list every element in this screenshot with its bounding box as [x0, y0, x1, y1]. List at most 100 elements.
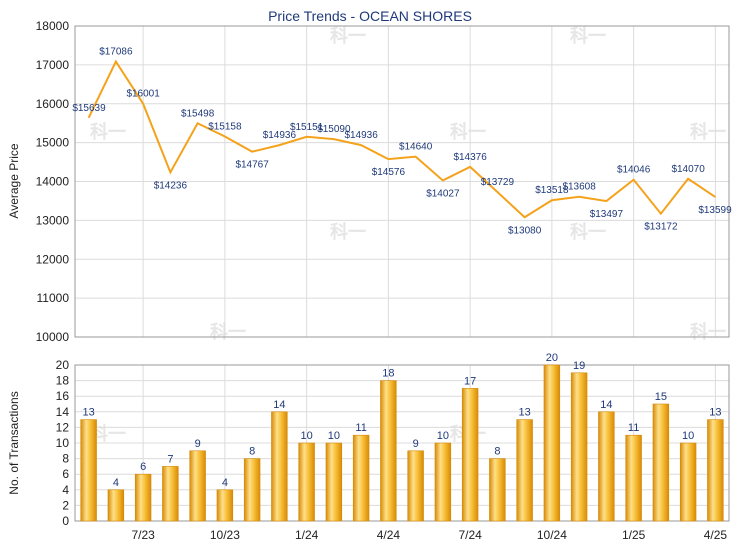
transaction-bar — [107, 489, 125, 522]
transactions-y-tick-label: 12 — [56, 420, 70, 434]
price-line-series — [87, 59, 716, 219]
transactions-y-tick-label: 8 — [62, 452, 69, 466]
transaction-bar — [543, 364, 561, 522]
price-point-label: $15158 — [208, 121, 242, 132]
price-point-label: $14376 — [453, 152, 487, 163]
price-point-label: $14936 — [263, 130, 297, 141]
price-point-label: $15090 — [317, 124, 351, 135]
transaction-bar — [189, 450, 206, 522]
x-tick-label: 7/23 — [131, 528, 155, 542]
transactions-y-tick-label: 2 — [62, 498, 69, 512]
x-tick-label: 1/24 — [295, 528, 319, 542]
transaction-bar-label: 4 — [222, 477, 228, 489]
price-y-tick-label: 10000 — [36, 330, 70, 344]
transaction-bar-label: 17 — [464, 375, 476, 387]
price-point-label: $14236 — [154, 180, 188, 191]
transaction-bar — [243, 458, 261, 522]
transaction-bar — [380, 380, 397, 522]
transaction-bar-labels: 13 4 6 7 9 4 8 14 10 10 11 18 9 10 17 8 13 20 19 14 11 15 10 13 — [83, 352, 722, 489]
transaction-bar — [80, 419, 97, 522]
transaction-bar-label: 13 — [519, 407, 531, 419]
price-point-label: $15151 — [290, 122, 324, 133]
watermark-mark: 科一 — [330, 25, 366, 47]
price-point-label: $14576 — [372, 167, 406, 178]
price-axis-title: Average Price — [7, 143, 21, 218]
transactions-y-tick-label: 4 — [62, 483, 69, 497]
transaction-bar — [570, 372, 588, 522]
price-line — [87, 59, 716, 219]
price-point-label: $13599 — [698, 205, 732, 216]
transaction-bar — [434, 442, 452, 522]
transaction-bar — [489, 458, 506, 522]
x-axis-ticks: 7/23 10/23 1/24 4/24 7/24 10/24 1/25 4/25 — [131, 528, 727, 542]
price-y-tick-label: 18000 — [36, 19, 70, 33]
transaction-bar — [679, 442, 697, 522]
transactions-y-tick-label: 10 — [56, 436, 70, 450]
watermark-mark: 科一 — [210, 321, 246, 343]
transaction-bar — [134, 473, 152, 522]
watermark-mark: 科一 — [90, 121, 126, 143]
price-point-label: $13172 — [644, 222, 678, 233]
transactions-y-tick-label: 0 — [62, 514, 69, 528]
transaction-bar-label: 18 — [382, 368, 394, 380]
transaction-bar-label: 8 — [249, 446, 255, 458]
transaction-bar-label: 13 — [83, 407, 95, 419]
price-point-label: $15498 — [181, 108, 215, 119]
transaction-bar-label: 11 — [628, 422, 639, 434]
watermark-mark: 科一 — [450, 121, 486, 143]
transaction-bar — [461, 388, 479, 522]
x-tick-label: 1/25 — [622, 528, 646, 542]
price-point-label: $14046 — [617, 165, 651, 176]
price-y-tick-label: 14000 — [36, 175, 70, 189]
transactions-plot-frame — [74, 364, 730, 522]
transactions-y-tick-label: 20 — [56, 358, 70, 372]
price-point-label: $15639 — [72, 103, 106, 114]
price-y-tick-label: 11000 — [37, 291, 70, 305]
price-point-label: $13080 — [508, 225, 542, 236]
transaction-bar-label: 10 — [301, 430, 313, 442]
transactions-axis-title: No. of Transactions — [7, 391, 21, 494]
watermark-mark: 科一 — [570, 221, 606, 243]
price-point-label: $14070 — [671, 164, 705, 175]
price-point-label: $13497 — [590, 209, 624, 220]
price-point-label: $13518 — [535, 185, 569, 196]
price-point-label: $17086 — [99, 47, 133, 58]
watermark-mark: 科一 — [570, 25, 606, 47]
price-point-label: $14027 — [426, 188, 460, 199]
transaction-bar — [162, 466, 179, 522]
watermark-mark: 科一 — [690, 121, 726, 143]
price-y-ticks: 10000 11000 12000 13000 14000 15000 16000 17000… — [36, 19, 70, 344]
transaction-bar — [325, 442, 343, 522]
transaction-bar — [516, 419, 533, 522]
transactions-y-tick-label: 18 — [56, 374, 70, 388]
transaction-bar — [271, 411, 288, 522]
price-y-tick-label: 17000 — [36, 58, 70, 72]
x-tick-label: 4/24 — [377, 528, 401, 542]
price-plot-frame — [74, 25, 730, 338]
watermark-layer: 科一科一科一科一科一科一科一科一科一科一科一 — [90, 25, 726, 445]
transactions-y-tick-label: 14 — [56, 405, 70, 419]
transactions-y-tick-label: 16 — [56, 389, 70, 403]
transactions-y-tick-label: 6 — [62, 467, 69, 481]
transaction-bar-label: 4 — [113, 477, 119, 489]
transaction-bar — [407, 450, 424, 522]
transaction-bar — [216, 489, 234, 522]
watermark-mark: 科一 — [90, 423, 126, 445]
price-grid — [75, 25, 729, 338]
price-point-labels: $15639 $17086 $16001 $14236 $15498 $15158 $147… — [72, 47, 732, 237]
transaction-bar-label: 20 — [546, 352, 558, 364]
price-point-label: $14936 — [344, 130, 378, 141]
x-tick-label: 7/24 — [458, 528, 482, 542]
watermark-mark: 科一 — [690, 321, 726, 343]
price-point-label: $14640 — [399, 142, 433, 153]
chart-title: Price Trends - OCEAN SHORES — [268, 8, 472, 24]
price-point-label: $13608 — [562, 182, 596, 193]
transaction-bar — [598, 411, 615, 522]
x-tick-label: 10/24 — [537, 528, 567, 542]
transaction-bar-label: 9 — [195, 438, 201, 450]
price-point-label: $13729 — [481, 177, 515, 188]
transaction-bar-label: 14 — [273, 399, 285, 411]
